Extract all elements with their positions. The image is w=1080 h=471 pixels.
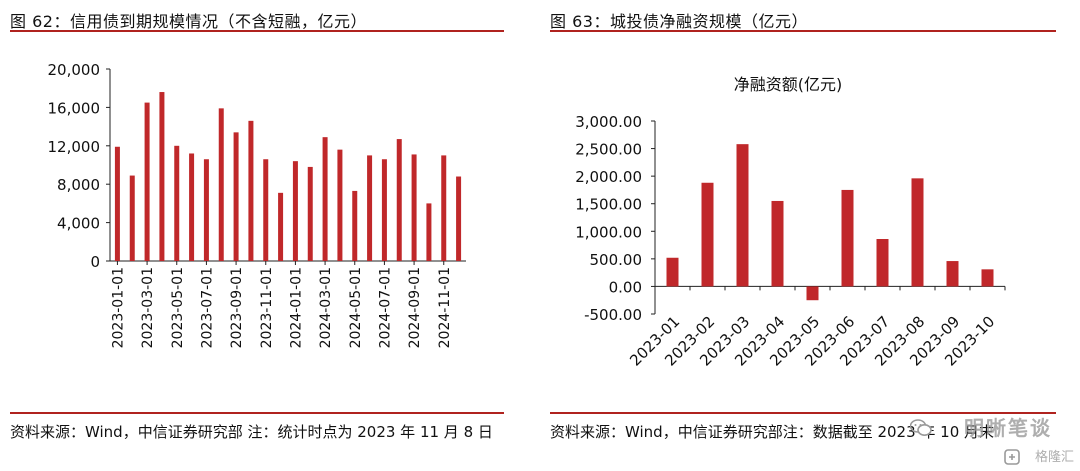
gelonghui-logo-icon: [1004, 449, 1020, 465]
left-source-note: 资料来源：Wind，中信证券研究部 注：统计时点为 2023 年 11 月 8 …: [10, 423, 493, 441]
right-bar: [946, 261, 959, 287]
left-figure-title: 图 62：信用债到期规模情况（不含短融，亿元）: [10, 12, 367, 31]
right-y-tick-label: 3,000.00: [575, 113, 642, 131]
right-bar: [701, 182, 714, 287]
right-chart-title: 净融资额(亿元): [734, 75, 843, 94]
left-bar: [144, 102, 150, 261]
left-bar: [456, 176, 462, 261]
right-bar: [806, 286, 819, 301]
watermark-text: 明晰笔谈: [964, 416, 1052, 440]
left-y-tick-label: 8,000: [57, 176, 100, 194]
left-bar: [174, 145, 180, 261]
left-x-tick-label: 2024-07-01: [377, 267, 393, 348]
left-y-tick-label: 4,000: [57, 215, 100, 233]
left-x-tick-label: 2024-01-01: [288, 267, 304, 348]
right-figure-title: 图 63：城投债净融资规模（亿元）: [550, 12, 808, 31]
left-bar: [189, 153, 195, 261]
right-bottom-rule: [550, 412, 1056, 414]
maturity-bar-chart: 0 4,000 8,000 12,000 16,000 20,000 2023-01-01 2…: [48, 61, 466, 348]
left-x-tick-label: 2024-03-01: [318, 267, 334, 348]
right-bar: [666, 257, 679, 287]
left-bar: [426, 203, 432, 261]
left-bar: [396, 139, 402, 261]
left-bottom-rule: [10, 412, 504, 414]
net-financing-bar-chart: 净融资额(亿元) -500.00 0.00 500.00 1,000.00 1,500.0…: [575, 75, 1006, 370]
left-bar: [233, 132, 239, 261]
right-bar: [771, 200, 784, 287]
right-source-note: 资料来源：Wind，中信证券研究部注：数据截至 2023 年 10 月末: [550, 423, 995, 441]
left-bar: [307, 166, 313, 261]
right-y-tick-label: 0.00: [609, 278, 642, 296]
left-bar: [129, 175, 135, 261]
left-bar: [337, 149, 343, 261]
left-x-tick-label: 2023-09-01: [229, 267, 245, 348]
left-bar: [367, 155, 373, 261]
wechat-icon: [910, 419, 932, 436]
left-x-tick-label: 2023-03-01: [140, 267, 156, 348]
left-bar: [411, 154, 417, 261]
watermark-subtext: 格隆汇: [1034, 450, 1074, 465]
right-figure-panel: 图 63：城投债净融资规模（亿元） 净融资额(亿元) -500.00 0.00 500…: [540, 0, 1080, 471]
left-bar: [159, 92, 165, 261]
left-bar: [381, 159, 387, 261]
right-y-tick-label: 2,000.00: [575, 168, 642, 186]
left-bar: [218, 108, 224, 261]
left-top-rule: [10, 30, 504, 32]
right-bar: [736, 144, 749, 287]
left-bar: [203, 159, 209, 261]
left-bar: [322, 137, 328, 261]
right-bar: [841, 189, 854, 287]
left-figure-panel: 图 62：信用债到期规模情况（不含短融，亿元） 0 4,000 8,000 12,00…: [0, 0, 520, 471]
left-x-tick-label: 2023-01-01: [110, 267, 126, 348]
left-bar: [352, 190, 358, 261]
left-x-tick-label: 2023-07-01: [199, 267, 215, 348]
right-y-tick-label: -500.00: [584, 306, 642, 324]
left-bar: [278, 192, 284, 261]
left-bar: [114, 146, 120, 261]
left-y-tick-label: 20,000: [48, 61, 101, 79]
left-bar: [263, 159, 269, 261]
left-y-tick-label: 0: [90, 253, 100, 271]
left-bar: [248, 120, 254, 261]
right-top-rule: [550, 30, 1056, 32]
left-bar: [441, 155, 447, 261]
right-y-tick-label: 500.00: [590, 251, 643, 269]
right-y-tick-label: 1,500.00: [575, 196, 642, 214]
left-y-tick-label: 12,000: [48, 138, 101, 156]
right-bar: [911, 178, 924, 287]
right-bar: [981, 269, 994, 287]
left-y-tick-label: 16,000: [48, 99, 101, 117]
left-x-tick-label: 2023-05-01: [170, 267, 186, 348]
right-y-tick-label: 1,000.00: [575, 223, 642, 241]
left-x-tick-label: 2024-09-01: [407, 267, 423, 348]
right-bar: [876, 239, 889, 287]
left-x-tick-label: 2023-11-01: [259, 267, 275, 348]
right-y-tick-label: 2,500.00: [575, 141, 642, 159]
left-bar: [292, 161, 298, 261]
left-x-tick-label: 2024-05-01: [348, 267, 364, 348]
left-x-tick-label: 2024-11-01: [437, 267, 453, 348]
